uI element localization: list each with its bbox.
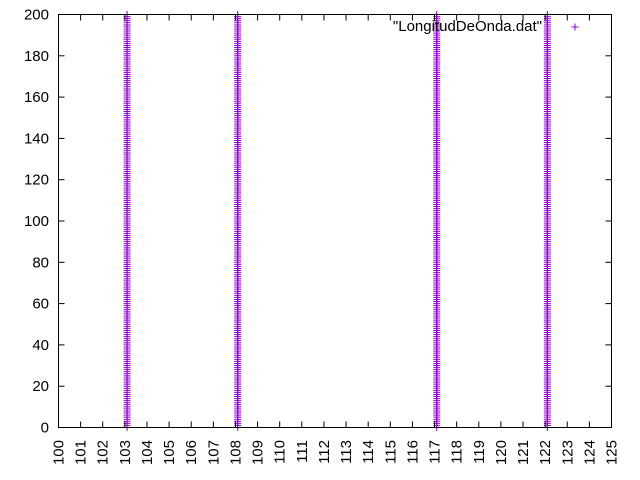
- data-column: [234, 11, 242, 431]
- x-tick-label: 124: [581, 440, 598, 465]
- y-tick-label: 0: [41, 420, 49, 437]
- data-points: [123, 11, 551, 431]
- x-tick-label: 103: [117, 440, 134, 465]
- y-axis: 0 20 40 60 80 100 120 140 160 180 200: [24, 7, 612, 437]
- y-tick-label: 40: [32, 337, 49, 354]
- x-tick-label: 107: [205, 440, 222, 465]
- x-tick-label: 106: [183, 440, 200, 465]
- plot-frame: [58, 14, 612, 428]
- x-tick-label: 109: [250, 440, 267, 465]
- data-column: [123, 11, 131, 431]
- x-tick-label: 114: [360, 440, 377, 464]
- legend-label: "LongitudDeOnda.dat": [393, 18, 542, 35]
- x-tick-label: 123: [559, 440, 576, 465]
- data-column: [433, 11, 441, 431]
- x-tick-label: 120: [493, 440, 510, 465]
- x-tick-label: 118: [449, 440, 466, 464]
- x-tick-label: 116: [404, 440, 421, 464]
- y-tick-label: 60: [32, 296, 49, 313]
- y-tick-label: 120: [24, 172, 49, 189]
- x-tick-label: 104: [139, 440, 156, 465]
- legend-marker: [571, 23, 579, 31]
- x-axis: 100 101 102 103 104 105 106 107 108 109 110 111 112 1…: [51, 14, 621, 465]
- y-tick-label: 20: [32, 378, 49, 395]
- x-tick-label: 100: [51, 440, 68, 465]
- legend: "LongitudDeOnda.dat": [393, 18, 579, 35]
- x-tick-label: 121: [515, 440, 532, 465]
- x-tick-label: 125: [604, 440, 621, 465]
- x-tick-label: 115: [382, 440, 399, 464]
- y-tick-label: 200: [24, 7, 49, 24]
- x-tick-label: 119: [471, 440, 488, 464]
- legend-marker-symbol: [571, 23, 579, 31]
- x-tick-label: 111: [294, 440, 311, 463]
- x-tick-label: 110: [272, 440, 289, 464]
- x-tick-label: 113: [338, 440, 355, 464]
- x-tick-label: 102: [95, 440, 112, 465]
- y-tick-label: 80: [32, 254, 49, 271]
- x-tick-label: 101: [73, 440, 90, 465]
- x-tick-label: 117: [427, 440, 444, 464]
- x-tick-label: 122: [537, 440, 554, 465]
- y-tick-label: 140: [24, 130, 49, 147]
- x-tick-label: 112: [316, 440, 333, 464]
- y-tick-label: 100: [24, 213, 49, 230]
- data-column: [543, 11, 551, 431]
- x-tick-label: 108: [227, 440, 244, 465]
- y-tick-label: 160: [24, 89, 49, 106]
- y-tick-label: 180: [24, 48, 49, 65]
- x-tick-label: 105: [161, 440, 178, 465]
